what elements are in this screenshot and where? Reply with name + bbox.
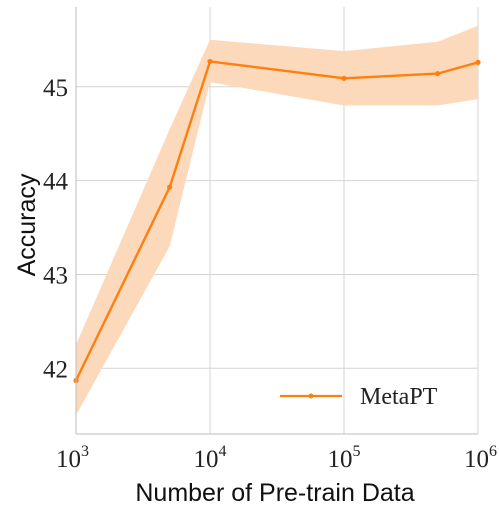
x-tick-label: 106 — [464, 443, 497, 473]
y-tick-label: 43 — [43, 262, 68, 289]
confidence-band — [76, 25, 478, 416]
y-tick-labels: 42 43 44 45 — [43, 75, 69, 384]
x-axis-label: Number of Pre-train Data — [135, 479, 414, 507]
plot-frame — [75, 7, 478, 435]
data-point — [167, 184, 173, 190]
x-tick-label: 104 — [194, 443, 227, 473]
x-tick-label: 103 — [56, 443, 89, 473]
confidence-bands — [76, 25, 478, 416]
y-tick-label: 44 — [43, 169, 69, 196]
data-point — [341, 75, 347, 81]
y-tick-label: 45 — [43, 75, 68, 102]
legend: MetaPT — [280, 384, 438, 410]
legend-marker-metapt — [308, 393, 314, 399]
y-tick-label: 42 — [43, 356, 68, 383]
data-point — [207, 58, 213, 65]
x-tick-labels: 103 104 105 106 — [56, 443, 497, 473]
series-line — [74, 60, 479, 382]
data-point — [475, 59, 481, 65]
x-tick-label: 105 — [328, 443, 361, 473]
y-axis-label: Accuracy — [13, 173, 41, 276]
data-point — [435, 71, 441, 77]
legend-label-metapt: MetaPT — [360, 384, 438, 410]
series-lines — [73, 58, 481, 384]
